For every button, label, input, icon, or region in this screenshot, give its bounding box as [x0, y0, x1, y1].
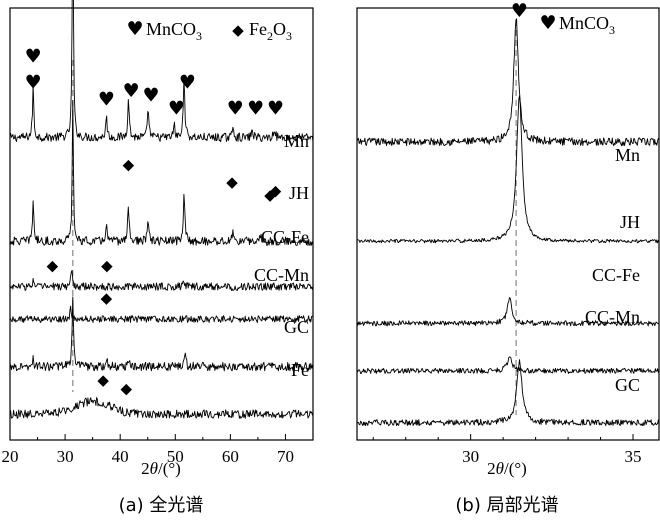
legend-label-after: O: [273, 19, 286, 39]
mnco3-peak-marker: ♥: [227, 97, 244, 119]
fe2o3-peak-marker: ◆: [101, 289, 113, 307]
mnco3-peak-marker: ♥: [123, 80, 140, 102]
series-line-cc-mn: [356, 356, 660, 374]
x-axis-label: 2θ/(°): [141, 459, 181, 478]
series-line-gc: [356, 359, 660, 427]
mnco3-peak-marker: ♥: [168, 97, 185, 119]
x-tick-label: 20: [2, 447, 19, 466]
series-label: GC: [615, 375, 640, 395]
fe2o3-peak-marker: ◆: [123, 156, 135, 174]
series-label: CC-Mn: [585, 307, 640, 327]
fe2o3-peak-marker: ◆: [47, 257, 59, 275]
series-label: Mn: [284, 131, 309, 151]
series-line-cc-mn: [9, 305, 314, 323]
mnco3-peak-marker: ♥: [511, 0, 528, 22]
x-axis-label-symbol: θ: [150, 459, 158, 478]
x-tick-label: 60: [222, 447, 239, 466]
fe2o3-peak-marker: ◆: [264, 186, 276, 204]
series-label: GC: [284, 317, 309, 337]
legend-entry-label: MnCO3: [146, 19, 202, 43]
mnco3-peak-marker: ♥: [179, 71, 196, 93]
legend-label-sub2: 3: [286, 29, 292, 43]
series-label: JH: [289, 183, 309, 203]
series-line-fe: [9, 397, 314, 419]
legend-heart-icon: ♥: [539, 12, 556, 34]
series-label: CC-Fe: [592, 265, 640, 285]
panel-caption: (b) 局部光谱: [455, 495, 558, 516]
series-line-cc-fe: [356, 297, 660, 327]
x-tick-label: 70: [277, 447, 294, 466]
x-tick-label: 30: [57, 447, 74, 466]
legend-heart-icon: ♥: [126, 18, 143, 40]
series-label: Mn: [615, 145, 640, 165]
series-label: JH: [620, 212, 640, 232]
x-tick-label: 35: [625, 447, 642, 466]
series-label: Fe: [291, 360, 309, 380]
fe2o3-peak-marker: ◆: [226, 173, 238, 191]
mnco3-peak-marker: ♥: [143, 84, 160, 106]
legend-entry-label: MnCO3: [559, 13, 615, 37]
series-line-mn: [356, 18, 660, 147]
x-tick-label: 40: [112, 447, 129, 466]
legend-label-main: MnCO: [146, 19, 196, 39]
x-axis-label-prefix: 2: [141, 459, 150, 478]
fe2o3-peak-marker: ◆: [101, 257, 113, 275]
fe2o3-peak-marker: ◆: [270, 181, 282, 199]
legend-entry-label: Fe2O3: [249, 19, 292, 43]
mnco3-peak-marker: ♥: [247, 97, 264, 119]
mnco3-peak-marker: ♥: [98, 89, 115, 111]
series-line-gc: [9, 296, 314, 372]
series-line-cc-fe: [9, 270, 314, 291]
series-label: CC-Mn: [254, 265, 309, 285]
plot-frame: [356, 7, 660, 441]
series-label: CC-Fe: [261, 227, 309, 247]
plot-frame: [9, 7, 314, 441]
legend-label-main: Fe: [249, 19, 267, 39]
x-axis-label: 2θ/(°): [487, 459, 527, 478]
legend-diamond-icon: ◆: [232, 21, 244, 39]
fe2o3-peak-marker: ◆: [97, 371, 109, 389]
x-axis-label-suffix: /(°): [504, 459, 527, 478]
series-line-jh: [9, 100, 314, 246]
fe2o3-peak-marker: ◆: [120, 379, 132, 397]
legend-label-sub: 3: [609, 23, 615, 37]
legend-label-sub: 3: [196, 29, 202, 43]
x-axis-label-suffix: /(°): [158, 459, 181, 478]
x-axis-label-prefix: 2: [487, 459, 496, 478]
mnco3-peak-marker: ♥: [25, 71, 42, 93]
x-axis-label-symbol: θ: [496, 459, 504, 478]
mnco3-peak-marker: ♥: [267, 97, 284, 119]
x-tick-label: 50: [167, 447, 184, 466]
series-line-jh: [356, 95, 660, 244]
legend-label-sub: 2: [267, 29, 273, 43]
legend-label-main: MnCO: [559, 13, 609, 33]
mnco3-peak-marker: ♥: [25, 46, 42, 68]
series-line-mn: [9, 0, 314, 143]
x-tick-label: 30: [462, 447, 479, 466]
panel-caption: (a) 全光谱: [119, 495, 204, 516]
